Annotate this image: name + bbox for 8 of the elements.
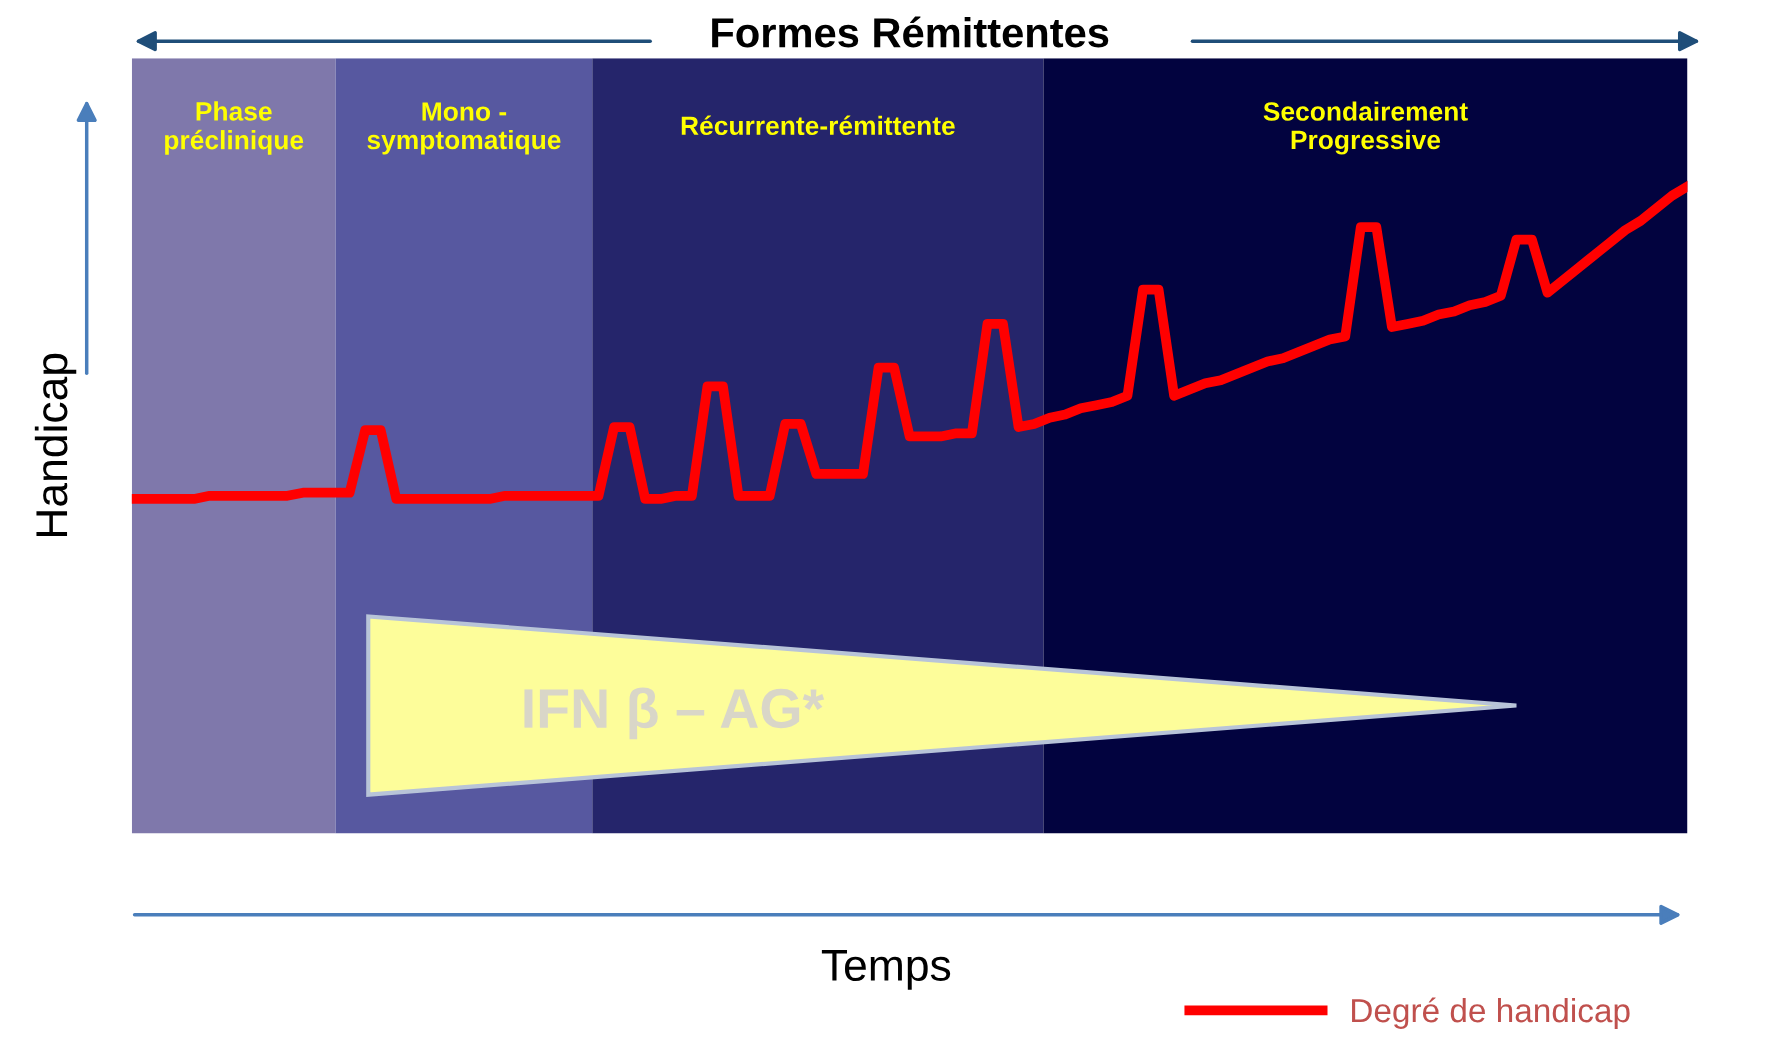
text: Secondairement Progressive: [1263, 101, 1468, 155]
chart-title: Formes Rémittentes: [712, 16, 1109, 48]
legend-label: Degré de handicap: [1352, 997, 1630, 1029]
y-axis-title: Handicap: [34, 353, 77, 537]
text: Récurrente-rémittente: [681, 115, 955, 136]
text: Phase préclinique: [165, 101, 304, 155]
text: Mono - symptomatique: [367, 102, 561, 155]
text: Temps: [821, 950, 951, 990]
